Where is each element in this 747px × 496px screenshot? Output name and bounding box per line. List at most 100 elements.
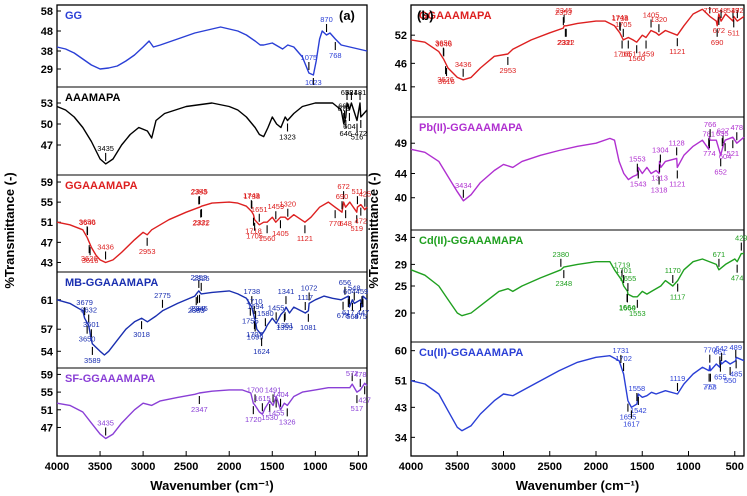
y-tick-label: 48 bbox=[41, 26, 53, 38]
peak-label: 1705 bbox=[615, 20, 632, 29]
peak-label: 1459 bbox=[267, 202, 284, 211]
peak-label: 569 bbox=[346, 312, 359, 321]
peak-label: 1359 bbox=[276, 323, 293, 332]
peak-label: 1119 bbox=[670, 374, 686, 383]
peak-label: 474 bbox=[731, 274, 744, 283]
peak-label: 1121 bbox=[669, 179, 685, 188]
series-label: Pb(II)-GGAAAMAPA bbox=[419, 122, 523, 134]
peak-label: 690 bbox=[336, 192, 349, 201]
peak-label: 1320 bbox=[279, 200, 296, 209]
x-tick-label: 500 bbox=[726, 461, 744, 473]
series-cu-ii-ggaaamapa: 34 43 51 60 Cu(II)-GGAAAMAPA 1702 1542 1731 1655… bbox=[395, 341, 745, 444]
peak-label: 2353 bbox=[555, 8, 572, 17]
peak-label: 3679 bbox=[76, 298, 93, 307]
peak-label: 2348 bbox=[555, 279, 572, 288]
peak-label: 1341 bbox=[278, 287, 295, 296]
peak-label: 774 bbox=[703, 149, 716, 158]
peak-label: 2380 bbox=[553, 250, 570, 259]
peak-label: 1705 bbox=[246, 232, 263, 241]
panel-label: (a) bbox=[339, 8, 355, 23]
peak-label: 1655 bbox=[620, 274, 637, 283]
peak-label: 2331 bbox=[557, 38, 574, 47]
peak-label: 1707 bbox=[246, 330, 263, 339]
y-tick-label: 51 bbox=[395, 376, 407, 388]
peak-label: 1651 bbox=[620, 50, 637, 59]
peak-label: 1459 bbox=[638, 50, 655, 59]
peak-label: 519 bbox=[350, 224, 363, 233]
y-tick-label: 51 bbox=[41, 217, 53, 229]
series-mb-ggaaamapa: 54 57 61 MB-GGAAAMAPA 3679 3650 3632 3589 3601 30… bbox=[41, 271, 369, 365]
peak-label: 1651 bbox=[251, 205, 268, 214]
spectrum-line bbox=[410, 252, 744, 317]
peak-label: 478 bbox=[731, 123, 744, 132]
peak-label: 870 bbox=[320, 15, 333, 24]
x-tick-label: 3500 bbox=[445, 461, 469, 473]
peak-label: 2331 bbox=[192, 219, 209, 228]
y-tick-label: 34 bbox=[395, 232, 408, 244]
peak-label: 519 bbox=[727, 6, 740, 15]
peak-label: 581 bbox=[345, 88, 358, 97]
peak-label: 1738 bbox=[612, 14, 629, 23]
peak-label: 1560 bbox=[259, 234, 276, 243]
peak-label: 472 bbox=[731, 6, 744, 15]
series-cd-ii-ggaaamapa: 20 25 29 34 Cd(II)-GGAAAMAPA 2380 2348 1701 1660… bbox=[395, 229, 747, 320]
peak-label: 1617 bbox=[623, 419, 640, 428]
y-tick-label: 40 bbox=[395, 193, 407, 205]
x-tick-label: 2500 bbox=[174, 461, 198, 473]
x-tick-label: 2000 bbox=[217, 461, 241, 473]
peak-label: 489 bbox=[730, 343, 743, 352]
peak-label: 516 bbox=[351, 133, 364, 142]
peak-label: 1660 bbox=[619, 303, 636, 312]
series-sf-ggaaamapa: 47 51 55 59 SF-GGAAAMAPA 3435 2347 1700 1720 1615… bbox=[41, 367, 371, 440]
peak-label: 766 bbox=[704, 120, 717, 129]
peak-label: 1701 bbox=[615, 266, 632, 275]
peak-label: 472 bbox=[355, 129, 368, 138]
series-label: GGAAAMAPA bbox=[419, 10, 492, 22]
peak-label: 2347 bbox=[191, 405, 208, 414]
peak-label: 1580 bbox=[257, 309, 274, 318]
peak-label: 548 bbox=[348, 283, 361, 292]
series-gg: 29 38 48 58 GG 1075 1023 870 768 bbox=[41, 6, 368, 87]
peak-label: 3436 bbox=[455, 60, 472, 69]
peak-label: 661 bbox=[714, 347, 727, 356]
peak-label: 770 bbox=[329, 219, 342, 228]
y-tick-label: 52 bbox=[395, 30, 407, 42]
peak-label: 1117 bbox=[670, 293, 686, 302]
y-tick-label: 53 bbox=[41, 98, 53, 110]
y-tick-label: 59 bbox=[41, 369, 53, 381]
peak-label: 648 bbox=[339, 219, 352, 228]
x-tick-label: 500 bbox=[349, 461, 367, 473]
series-pb-ii-ggaaamapa: 404449Pb(II)-GGAAAMAPA343415431553131313… bbox=[395, 116, 745, 205]
spectrum-line bbox=[56, 382, 368, 440]
x-tick-label: 4000 bbox=[45, 461, 69, 473]
peak-label: 652 bbox=[714, 167, 727, 176]
peak-label: 1491 bbox=[265, 385, 282, 394]
peak-label: 1326 bbox=[279, 417, 296, 426]
y-tick-label: 43 bbox=[41, 257, 53, 269]
peak-label: 2383 bbox=[188, 306, 205, 315]
peak-label: 425 bbox=[359, 190, 372, 199]
x-tick-label: 1500 bbox=[630, 461, 654, 473]
peak-label: 604 bbox=[343, 287, 356, 296]
y-tick-label: 59 bbox=[41, 177, 53, 189]
peak-label: 1738 bbox=[243, 192, 260, 201]
y-tick-label: 20 bbox=[395, 308, 407, 320]
peak-label: 3650 bbox=[435, 39, 452, 48]
peak-label: 1117 bbox=[297, 293, 313, 302]
peak-label: 3436 bbox=[97, 242, 114, 251]
peak-label: 1560 bbox=[628, 54, 645, 63]
peak-label: 3650 bbox=[79, 335, 96, 344]
peak-label: 3435 bbox=[97, 144, 114, 153]
series-label: MB-GGAAAMAPA bbox=[65, 277, 158, 289]
peak-label: 2345 bbox=[191, 304, 208, 313]
peak-label: 770 bbox=[704, 6, 717, 15]
peak-label: 3626 bbox=[437, 75, 454, 84]
y-tick-label: 55 bbox=[41, 197, 53, 209]
peak-label: 1404 bbox=[272, 390, 289, 399]
peak-label: 1718 bbox=[245, 227, 262, 236]
peak-label: 1081 bbox=[300, 323, 317, 332]
peak-label: 642 bbox=[715, 344, 728, 353]
x-tick-label: 3000 bbox=[131, 461, 155, 473]
